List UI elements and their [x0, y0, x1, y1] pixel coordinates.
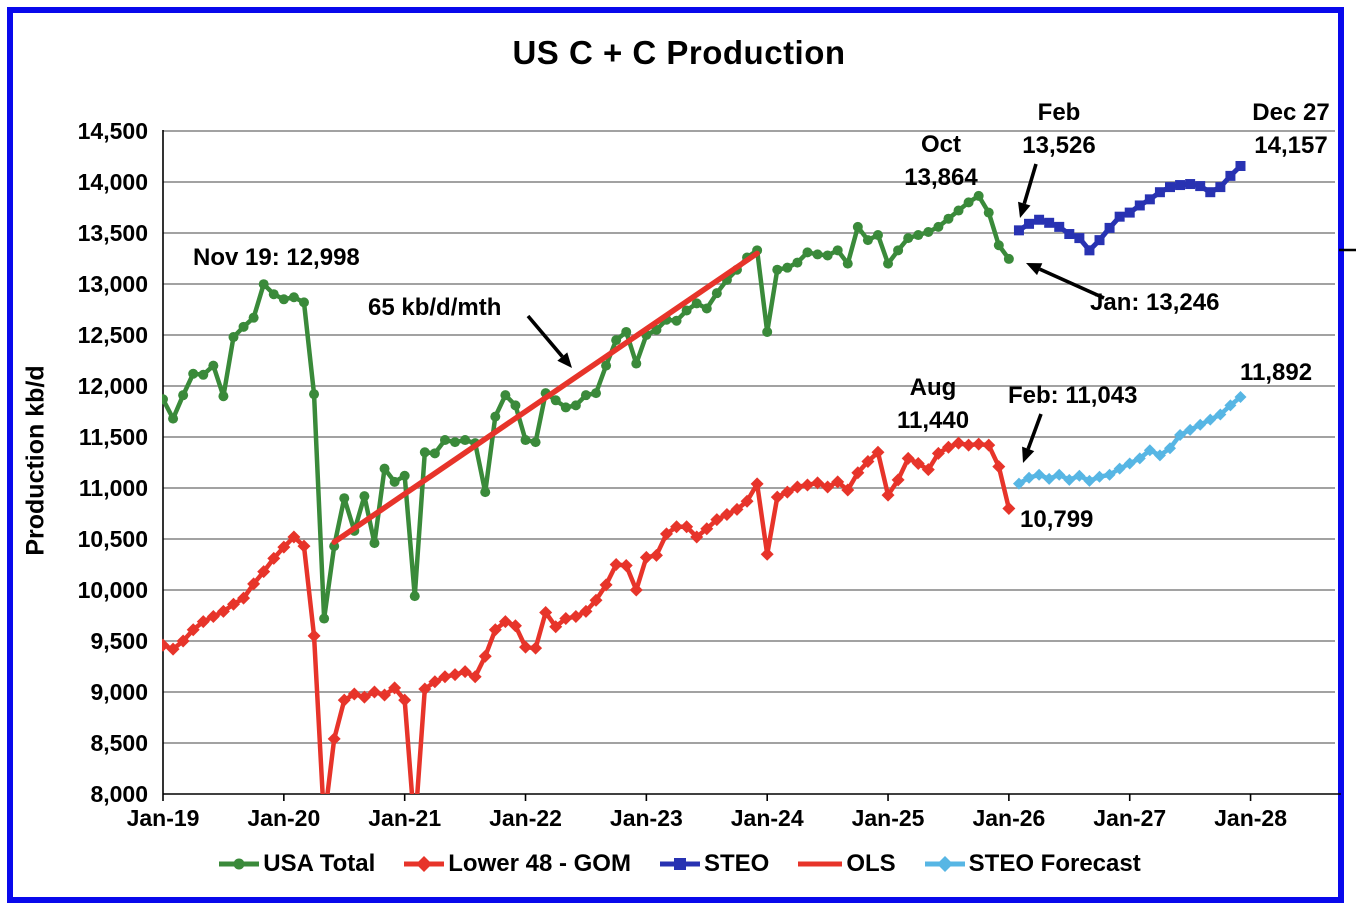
legend-label-steo-forecast: STEO Forecast [968, 850, 1141, 877]
annotation-feb-steo-month: Feb [1037, 99, 1081, 126]
x-tick-label: Jan-21 [368, 805, 441, 831]
x-tick-label: Jan-26 [972, 805, 1045, 831]
legend-label-usa-total: USA Total [263, 850, 376, 877]
series-steo-forecast [1012, 391, 1247, 490]
series-steo [1013, 160, 1246, 256]
series-ols [331, 250, 760, 545]
annotation-oct-peak-value: 13,864 [904, 164, 978, 191]
x-tick-label: Jan-28 [1214, 805, 1287, 831]
usa-total-legend-marker [219, 858, 260, 870]
x-tick-label: Jan-25 [852, 805, 925, 831]
annotation-aug-peak: Aug 11,440 [868, 371, 998, 437]
annotation-oct-peak: Oct 13,864 [876, 128, 1006, 194]
y-tick-label: 9,000 [90, 679, 148, 705]
legend-item-steo: STEO [658, 850, 769, 878]
ols-legend-marker [798, 861, 843, 867]
chart-title: US C + C Production [512, 34, 846, 71]
x-tick-label: Jan-22 [489, 805, 562, 831]
y-tick-label: 12,500 [78, 322, 148, 348]
legend: USA Total Lower 48 - GOM STEO OLS [0, 850, 1358, 878]
y-tick-label: 8,000 [90, 781, 148, 807]
lower48-gom-legend-marker [404, 856, 445, 872]
outer-blue-frame [7, 7, 1344, 903]
annotation-lower48-end: 10,799 [1020, 506, 1094, 533]
x-tick-label: Jan-24 [731, 805, 804, 831]
legend-item-lower48-gom: Lower 48 - GOM [402, 850, 631, 878]
annotation-oct-peak-month: Oct [920, 131, 961, 158]
annotation-feb-steo-value: 13,526 [1022, 132, 1096, 159]
y-tick-label: 13,500 [78, 220, 148, 246]
annotation-jan-last: Jan: 13,246 [1090, 289, 1220, 316]
annotation-dec27-value: 14,157 [1254, 132, 1328, 159]
series-lower48-gom [162, 436, 1016, 794]
y-tick-label: 13,000 [78, 271, 148, 297]
axes [162, 130, 1356, 801]
y-tick-label: 14,000 [78, 169, 148, 195]
legend-label-steo: STEO [703, 850, 770, 877]
legend-label-lower48-gom: Lower 48 - GOM [448, 850, 631, 877]
x-tick-label: Jan-19 [127, 805, 200, 831]
legend-item-ols: OLS [796, 850, 896, 878]
legend-item-usa-total: USA Total [217, 850, 375, 878]
y-tick-label: 9,500 [90, 628, 148, 654]
y-tick-label: 14,500 [78, 118, 148, 144]
annotation-aug-peak-month: Aug [909, 374, 957, 401]
y-tick-label: 10,000 [78, 577, 148, 603]
annotation-dec27-month: Dec 27 [1252, 99, 1330, 126]
legend-item-steo-forecast: STEO Forecast [923, 850, 1141, 878]
y-tick-label: 11,000 [79, 475, 148, 501]
y-tick-label: 8,500 [90, 730, 148, 756]
x-tick-label: Jan-23 [610, 805, 683, 831]
gridlines [163, 130, 1335, 744]
y-tick-labels: 8,000 8,500 9,000 9,500 10,000 10,500 11,000 11… [78, 118, 148, 807]
annotation-aug-peak-value: 11,440 [896, 407, 970, 434]
legend-label-ols: OLS [846, 850, 896, 877]
annotation-dec27: Dec 27 14,157 [1226, 96, 1356, 162]
y-tick-label: 11,500 [79, 424, 148, 450]
annotation-feb-steo: Feb 13,526 [994, 96, 1124, 162]
annotation-feb-forecast: Feb: 11,043 [1008, 382, 1138, 409]
annotation-nov19: Nov 19: 12,998 [193, 244, 360, 271]
x-tick-labels: Jan-19 Jan-20 Jan-21 Jan-22 Jan-23 Jan-24 Jan-… [127, 805, 1288, 831]
y-tick-label: 12,000 [78, 373, 148, 399]
series-usa-total [162, 190, 1014, 624]
y-tick-label: 10,500 [78, 526, 148, 552]
steo-forecast-legend-marker [924, 856, 965, 872]
annotation-arrows [526, 163, 1105, 463]
x-tick-label: Jan-27 [1093, 805, 1166, 831]
x-tick-label: Jan-20 [247, 805, 320, 831]
annotation-forecast-end: 11,892 [1240, 359, 1313, 386]
annotation-ols-slope: 65 kb/d/mth [368, 294, 502, 321]
steo-legend-marker [659, 858, 700, 870]
